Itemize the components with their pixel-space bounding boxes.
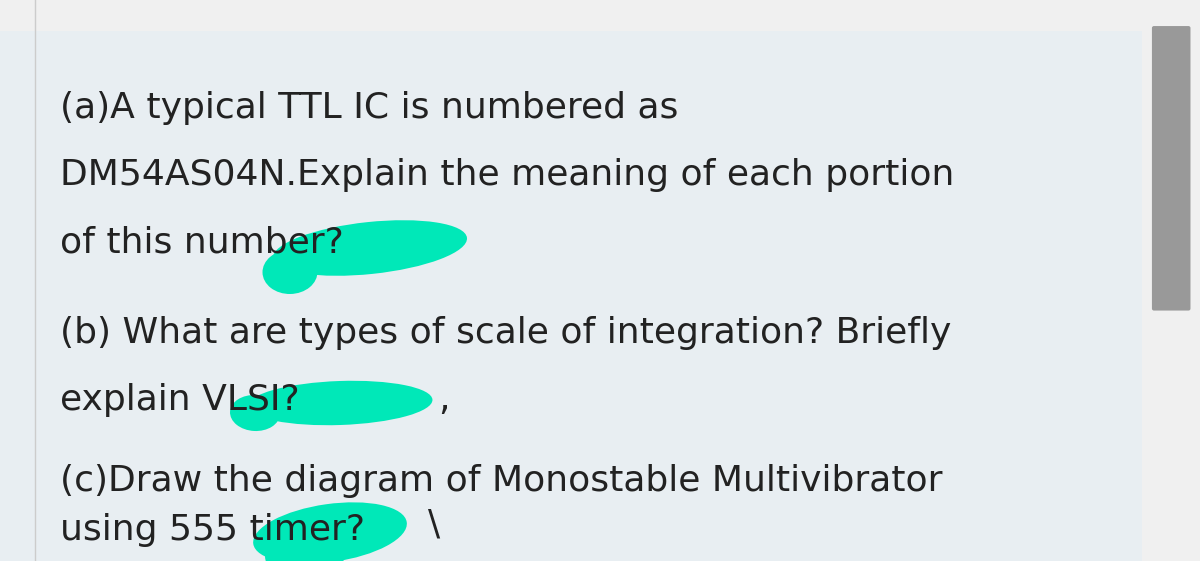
Text: ,: , <box>438 383 450 417</box>
Ellipse shape <box>272 220 467 276</box>
Text: of this number?: of this number? <box>60 225 343 259</box>
Text: DM54AS04N.Explain the meaning of each portion: DM54AS04N.Explain the meaning of each po… <box>60 158 954 192</box>
Text: using 555 timer?: using 555 timer? <box>60 513 365 547</box>
Text: (a)A typical TTL IC is numbered as: (a)A typical TTL IC is numbered as <box>60 91 678 125</box>
Text: \: \ <box>428 508 440 542</box>
Text: (b) What are types of scale of integration? Briefly: (b) What are types of scale of integrati… <box>60 316 952 350</box>
Text: explain VLSI?: explain VLSI? <box>60 383 300 417</box>
FancyBboxPatch shape <box>0 31 1142 561</box>
FancyBboxPatch shape <box>1152 26 1190 311</box>
Ellipse shape <box>253 502 407 561</box>
Ellipse shape <box>265 530 344 561</box>
Ellipse shape <box>263 250 318 294</box>
Ellipse shape <box>230 395 280 431</box>
FancyBboxPatch shape <box>0 0 1142 31</box>
FancyBboxPatch shape <box>1142 0 1200 561</box>
Text: (c)Draw the diagram of Monostable Multivibrator: (c)Draw the diagram of Monostable Multiv… <box>60 464 942 498</box>
Ellipse shape <box>247 381 432 425</box>
